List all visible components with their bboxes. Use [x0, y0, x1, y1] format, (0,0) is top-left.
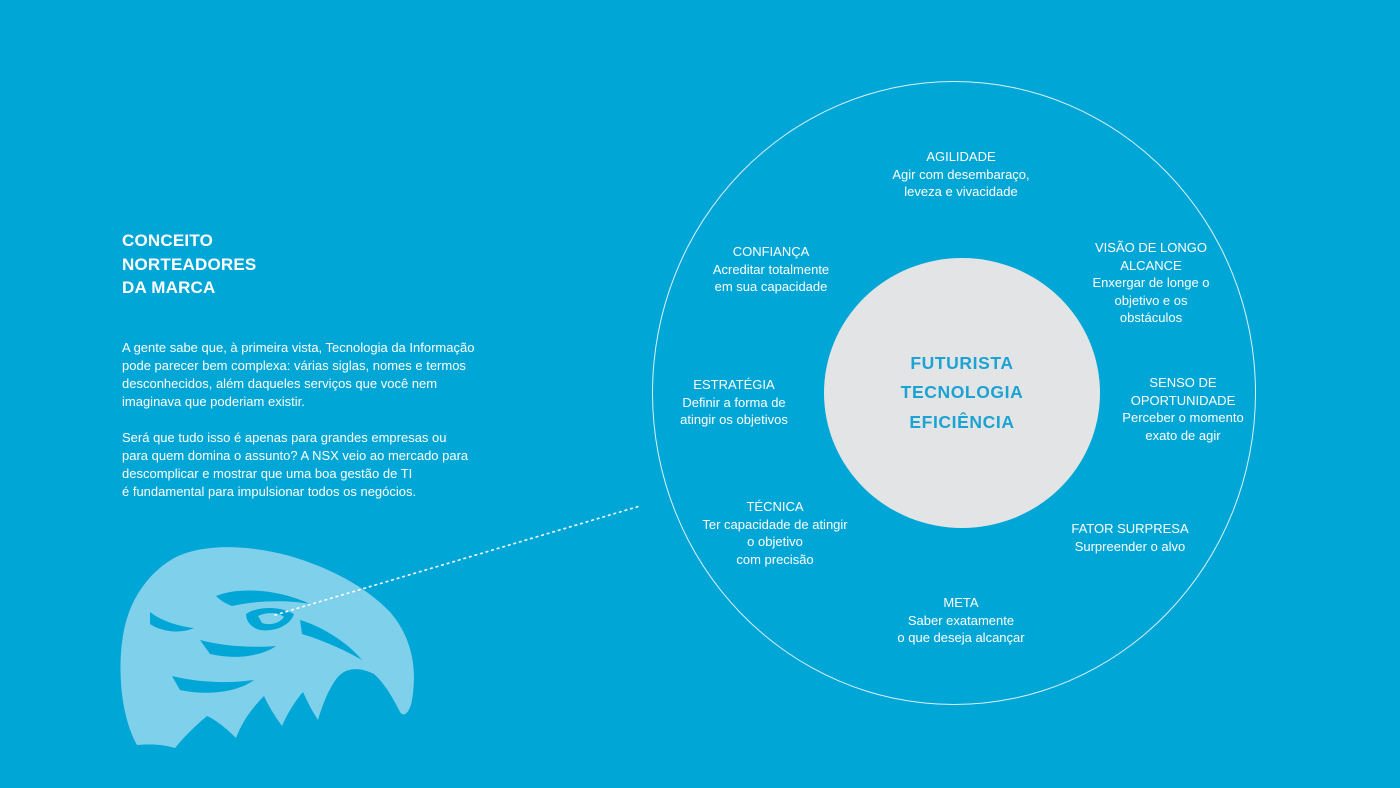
- text-line: imaginava que poderiam existir.: [122, 394, 305, 409]
- concept-line: Agir com desembaraço,: [892, 166, 1030, 182]
- concept-line: o que deseja alcançar: [897, 630, 1025, 645]
- text-line: A gente sabe que, à primeira vista, Tecn…: [122, 340, 475, 355]
- concept-senso: SENSO DE OPORTUNIDADE Perceber o momento…: [1098, 374, 1268, 444]
- concept-line: Acreditar totalmente: [712, 261, 830, 277]
- text-line: desconhecidos, além daqueles serviços qu…: [122, 376, 438, 391]
- intro-text: A gente sabe que, à primeira vista, Tecn…: [122, 339, 502, 519]
- concept-line: Enxergar de longe o: [1092, 275, 1210, 290]
- concept-title: TÉCNICA: [746, 499, 804, 514]
- concept-line: o objetivo: [747, 534, 803, 549]
- core-circle: FUTURISTA TECNOLOGIA EFICIÊNCIA: [824, 258, 1100, 528]
- heading-line: DA MARCA: [122, 278, 216, 297]
- concept-line: exato de agir: [1145, 427, 1221, 443]
- concept-line: objetivo e os: [1114, 292, 1188, 308]
- concept-tecnica: TÉCNICA Ter capacidade de atingir o obje…: [690, 498, 860, 568]
- heading-line: NORTEADORES: [122, 254, 257, 274]
- dotted-pointer-line: [274, 505, 641, 616]
- concept-line: obstáculos: [1119, 310, 1183, 325]
- concept-title: ESTRATÉGIA: [693, 377, 775, 392]
- core-word-futurista: FUTURISTA: [910, 352, 1014, 373]
- concept-line: leveza e vivacidade: [904, 184, 1018, 199]
- text-line: descomplicar e mostrar que uma boa gestã…: [122, 466, 413, 481]
- core-word-eficiencia: EFICIÊNCIA: [909, 411, 1015, 432]
- concept-fator-surpresa: FATOR SURPRESA Surpreender o alvo: [1045, 520, 1215, 555]
- concept-line: Perceber o momento: [1122, 410, 1244, 425]
- concept-title: VISÃO DE LONGO: [1095, 240, 1207, 255]
- core-word-tecnologia: TECNOLOGIA: [900, 382, 1024, 403]
- concept-title: CONFIANÇA: [732, 244, 810, 259]
- concept-agilidade: AGILIDADE Agir com desembaraço, leveza e…: [876, 148, 1046, 201]
- concept-line: Definir a forma de: [682, 394, 786, 410]
- concept-confianca: CONFIANÇA Acreditar totalmente em sua ca…: [686, 243, 856, 296]
- intro-paragraph: Será que tudo isso é apenas para grandes…: [122, 429, 502, 501]
- concept-line: Saber exatamente: [907, 612, 1015, 628]
- section-heading: CONCEITO NORTEADORES DA MARCA: [122, 229, 362, 300]
- concept-visao: VISÃO DE LONGO ALCANCE Enxergar de longe…: [1066, 239, 1236, 327]
- concept-meta: META Saber exatamente o que deseja alcan…: [876, 594, 1046, 647]
- text-line: Será que tudo isso é apenas para grandes…: [122, 430, 447, 445]
- concept-line: em sua capacidade: [714, 279, 828, 294]
- eagle-head-icon: [120, 547, 414, 748]
- text-line: pode parecer bem complexa: várias siglas…: [122, 358, 466, 373]
- heading-line: CONCEITO: [122, 231, 214, 250]
- concept-line: atingir os objetivos: [680, 412, 788, 427]
- concept-line: com precisão: [736, 551, 814, 567]
- intro-paragraph: A gente sabe que, à primeira vista, Tecn…: [122, 339, 502, 411]
- concept-title: FATOR SURPRESA: [1071, 521, 1189, 536]
- concept-title: SENSO DE: [1149, 375, 1217, 390]
- concept-ring: [652, 81, 1256, 705]
- text-line: para quem domina o assunto? A NSX veio a…: [122, 448, 469, 463]
- concept-title: META: [943, 595, 979, 610]
- concept-estrategia: ESTRATÉGIA Definir a forma de atingir os…: [649, 376, 819, 429]
- concept-title: AGILIDADE: [926, 149, 996, 164]
- concept-line: Ter capacidade de atingir: [702, 516, 848, 532]
- concept-title: ALCANCE: [1120, 257, 1182, 273]
- concept-line: Surpreender o alvo: [1074, 538, 1186, 554]
- concept-title: OPORTUNIDADE: [1130, 392, 1236, 408]
- text-line: é fundamental para impulsionar todos os …: [122, 484, 417, 499]
